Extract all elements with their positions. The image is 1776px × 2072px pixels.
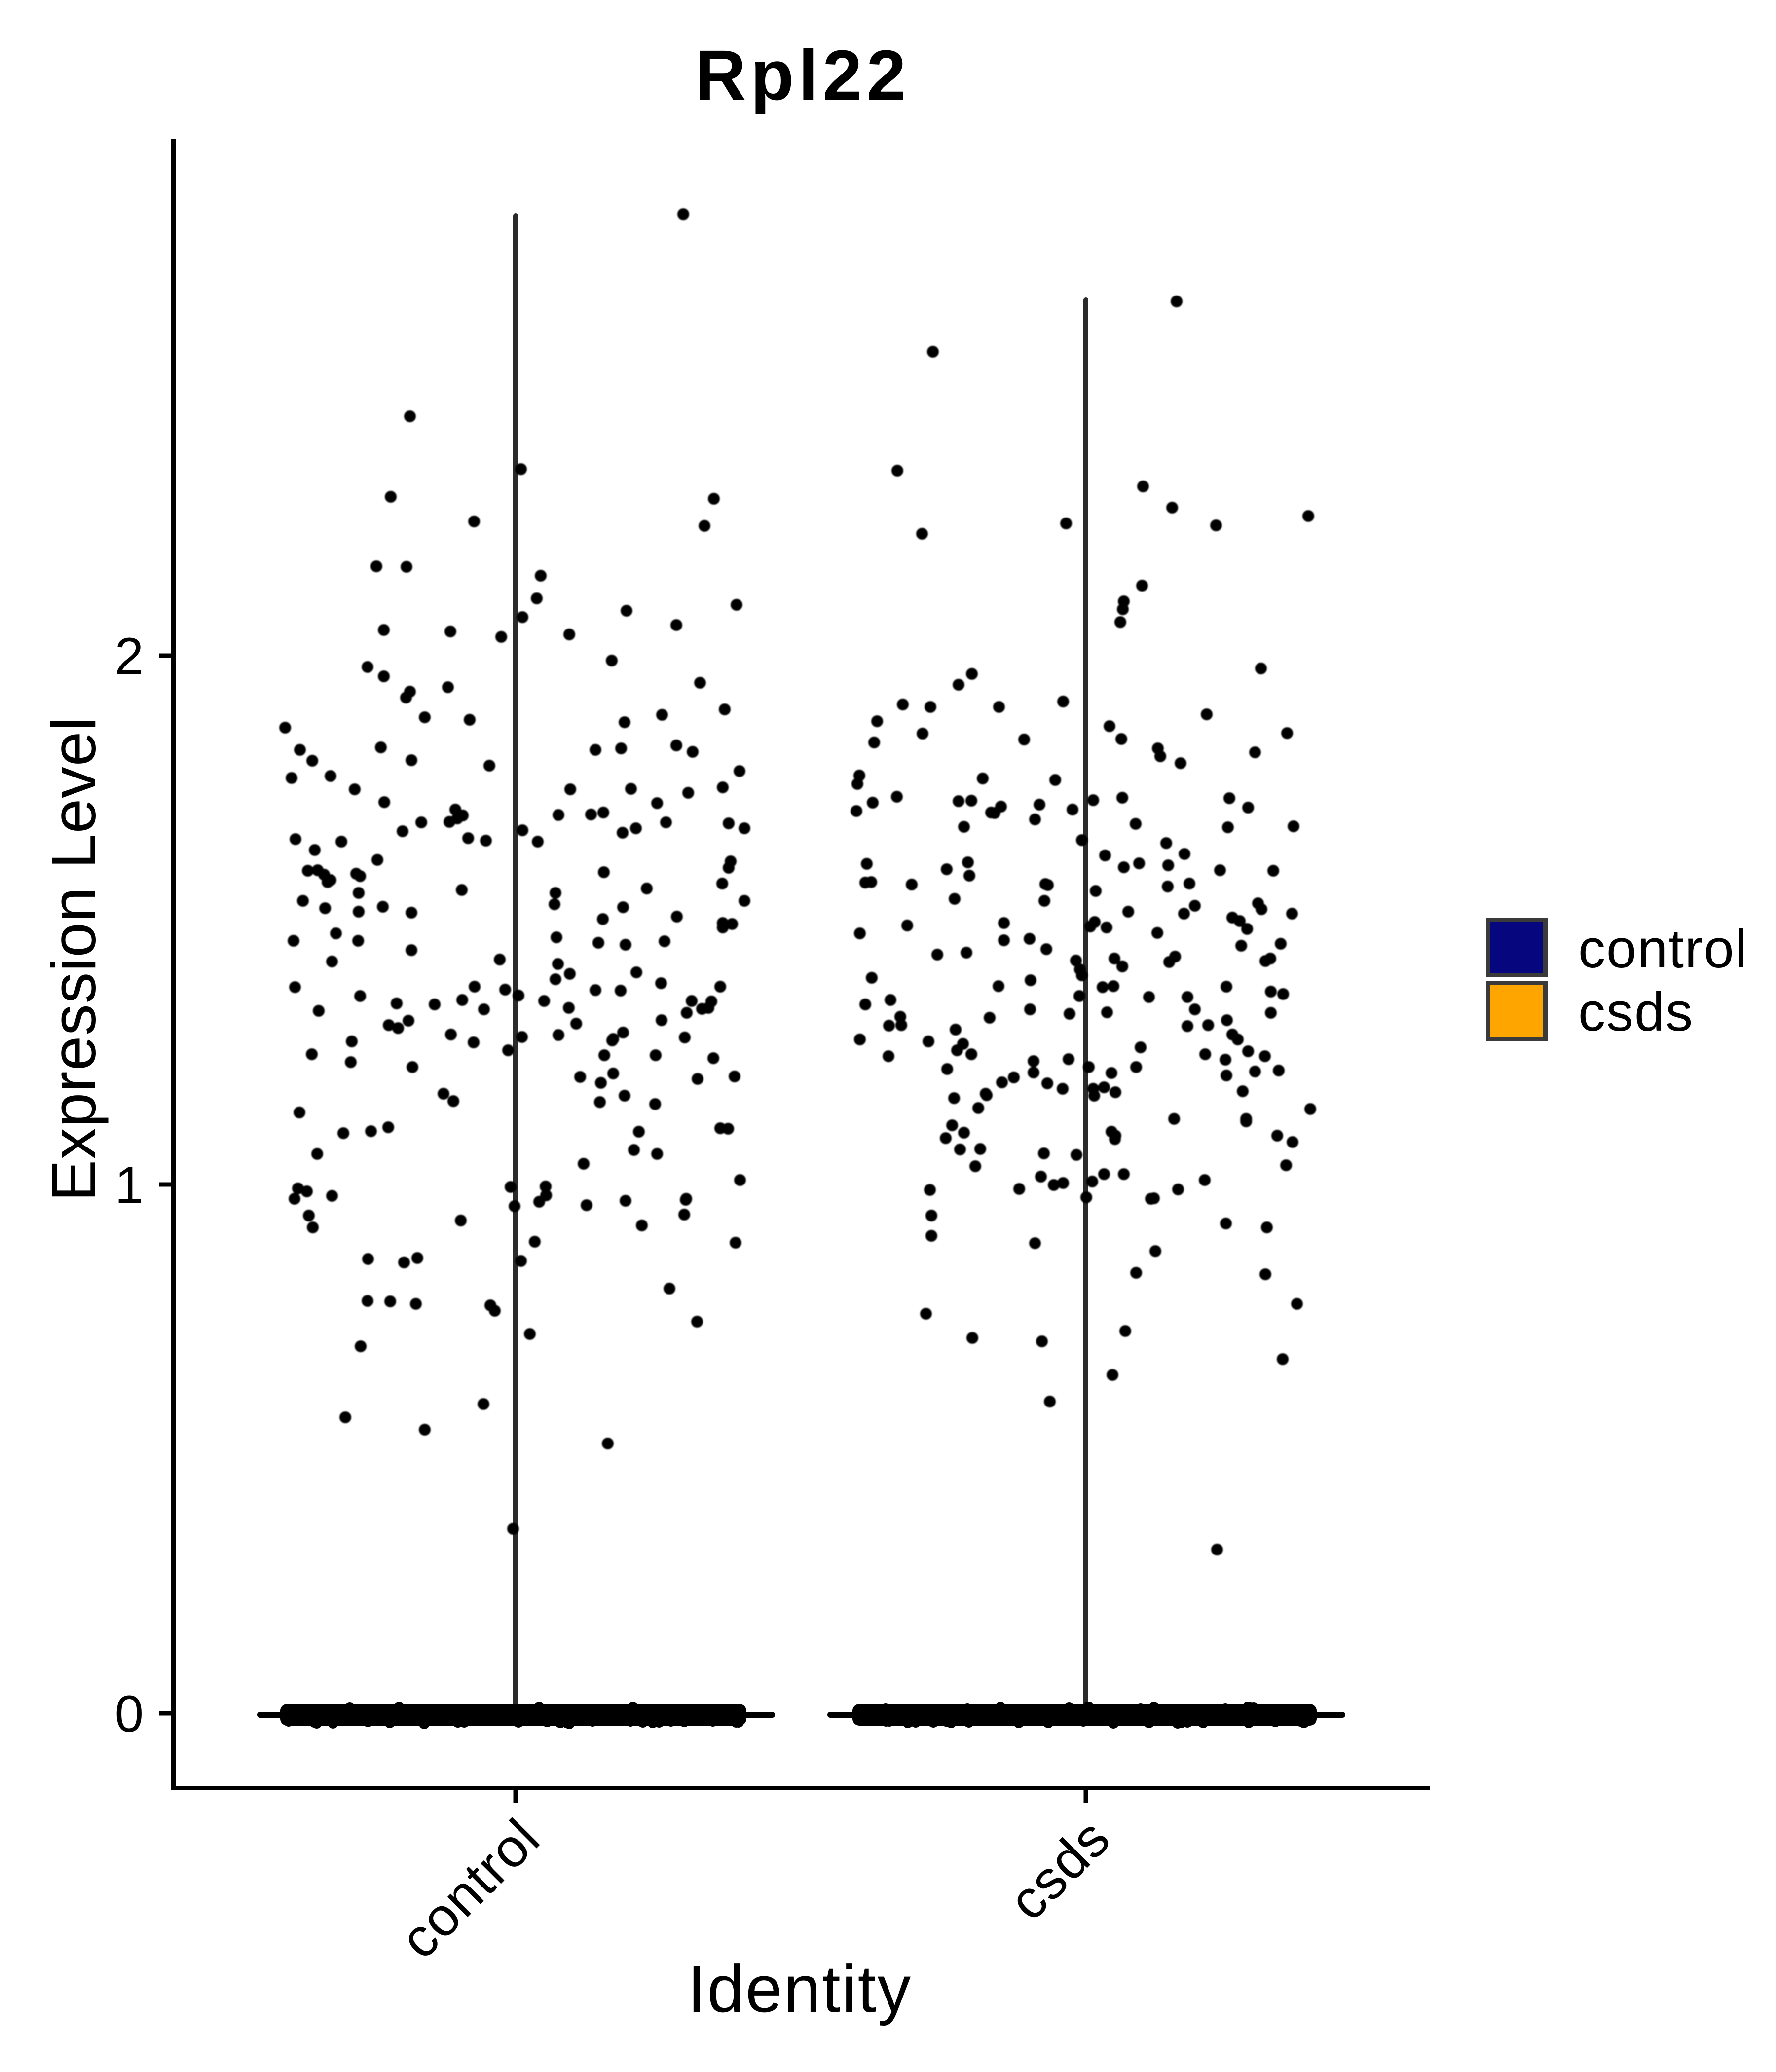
svg-text:1: 1 xyxy=(115,1156,144,1214)
svg-text:Rpl22: Rpl22 xyxy=(695,36,910,115)
svg-text:2: 2 xyxy=(115,628,144,685)
svg-text:0: 0 xyxy=(115,1685,144,1743)
svg-text:control: control xyxy=(1578,919,1748,979)
svg-text:Expression Level: Expression Level xyxy=(38,716,109,1201)
svg-text:csds: csds xyxy=(1578,982,1694,1042)
svg-text:Identity: Identity xyxy=(687,1952,912,2026)
